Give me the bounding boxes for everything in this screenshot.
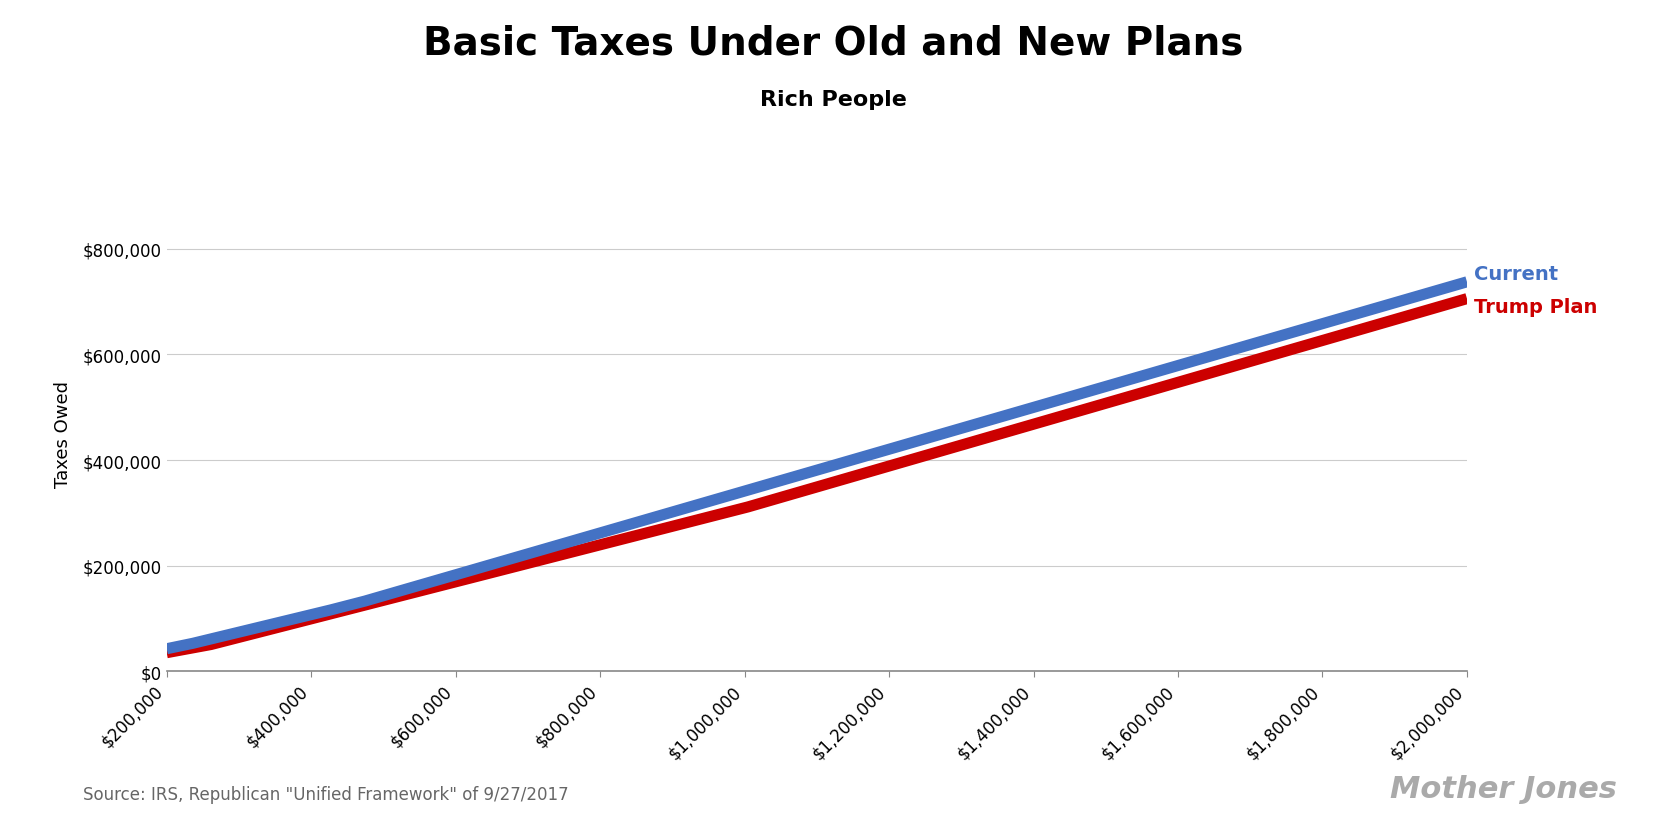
Text: Trump Plan: Trump Plan bbox=[1474, 297, 1597, 317]
Text: Rich People: Rich People bbox=[760, 90, 907, 110]
Text: Mother Jones: Mother Jones bbox=[1390, 774, 1617, 803]
Text: Basic Taxes Under Old and New Plans: Basic Taxes Under Old and New Plans bbox=[423, 25, 1244, 62]
Text: Current: Current bbox=[1474, 265, 1559, 284]
Text: Source: IRS, Republican "Unified Framework" of 9/27/2017: Source: IRS, Republican "Unified Framewo… bbox=[83, 785, 568, 803]
Y-axis label: Taxes Owed: Taxes Owed bbox=[53, 381, 72, 487]
